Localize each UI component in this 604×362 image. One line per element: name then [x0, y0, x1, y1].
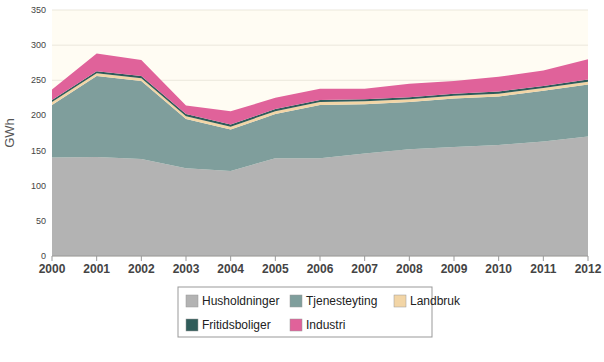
y-tick-label: 300 — [31, 40, 46, 50]
legend — [178, 287, 432, 337]
x-tick-label: 2009 — [441, 262, 468, 276]
plot-background — [52, 10, 588, 256]
area — [52, 54, 588, 125]
x-tick — [498, 256, 499, 261]
x-tick-label: 2007 — [351, 262, 378, 276]
legend-label: Landbruk — [410, 294, 461, 308]
legend-swatch — [290, 319, 302, 331]
legend-swatch — [186, 295, 198, 307]
x-tick-label: 2000 — [39, 262, 66, 276]
grid-line — [52, 45, 588, 46]
x-tick — [320, 256, 321, 261]
x-tick — [364, 256, 365, 261]
y-tick-label: 350 — [31, 5, 46, 15]
y-tick-label: 0 — [41, 251, 46, 261]
legend-label: Industri — [306, 318, 345, 332]
legend-swatch — [290, 295, 302, 307]
x-tick-label: 2001 — [83, 262, 110, 276]
x-tick — [543, 256, 544, 261]
x-tick — [230, 256, 231, 261]
y-tick-label: 50 — [36, 216, 46, 226]
x-tick-label: 2004 — [217, 262, 244, 276]
areas — [52, 54, 588, 256]
x-tick — [186, 256, 187, 261]
x-tick — [409, 256, 410, 261]
x-tick-label: 2010 — [485, 262, 512, 276]
legend-swatch — [186, 319, 198, 331]
x-tick-label: 2005 — [262, 262, 289, 276]
x-tick-label: 2002 — [128, 262, 155, 276]
legend-swatch — [394, 295, 406, 307]
x-tick — [588, 256, 589, 261]
y-tick-label: 250 — [31, 75, 46, 85]
legend-label: Fritidsboliger — [202, 318, 271, 332]
x-tick — [141, 256, 142, 261]
x-tick-label: 2006 — [307, 262, 334, 276]
x-tick-label: 2012 — [575, 262, 602, 276]
x-tick-label: 2003 — [173, 262, 200, 276]
y-tick-label: 150 — [31, 146, 46, 156]
x-tick — [454, 256, 455, 261]
y-axis-label: GWh — [2, 118, 17, 148]
x-tick-label: 2008 — [396, 262, 423, 276]
x-tick — [275, 256, 276, 261]
y-tick-label: 200 — [31, 110, 46, 120]
chart: 0 50 100 150 200 250 300 350 2000 2001 2002 2003 200… — [0, 0, 604, 362]
y-tick-label: 100 — [31, 181, 46, 191]
legend-label: Husholdninger — [202, 294, 279, 308]
x-tick-label: 2011 — [530, 262, 556, 276]
legend-label: Tjenesteyting — [306, 294, 377, 308]
x-tick — [52, 256, 53, 261]
grid-line — [52, 10, 588, 11]
x-tick — [96, 256, 97, 261]
